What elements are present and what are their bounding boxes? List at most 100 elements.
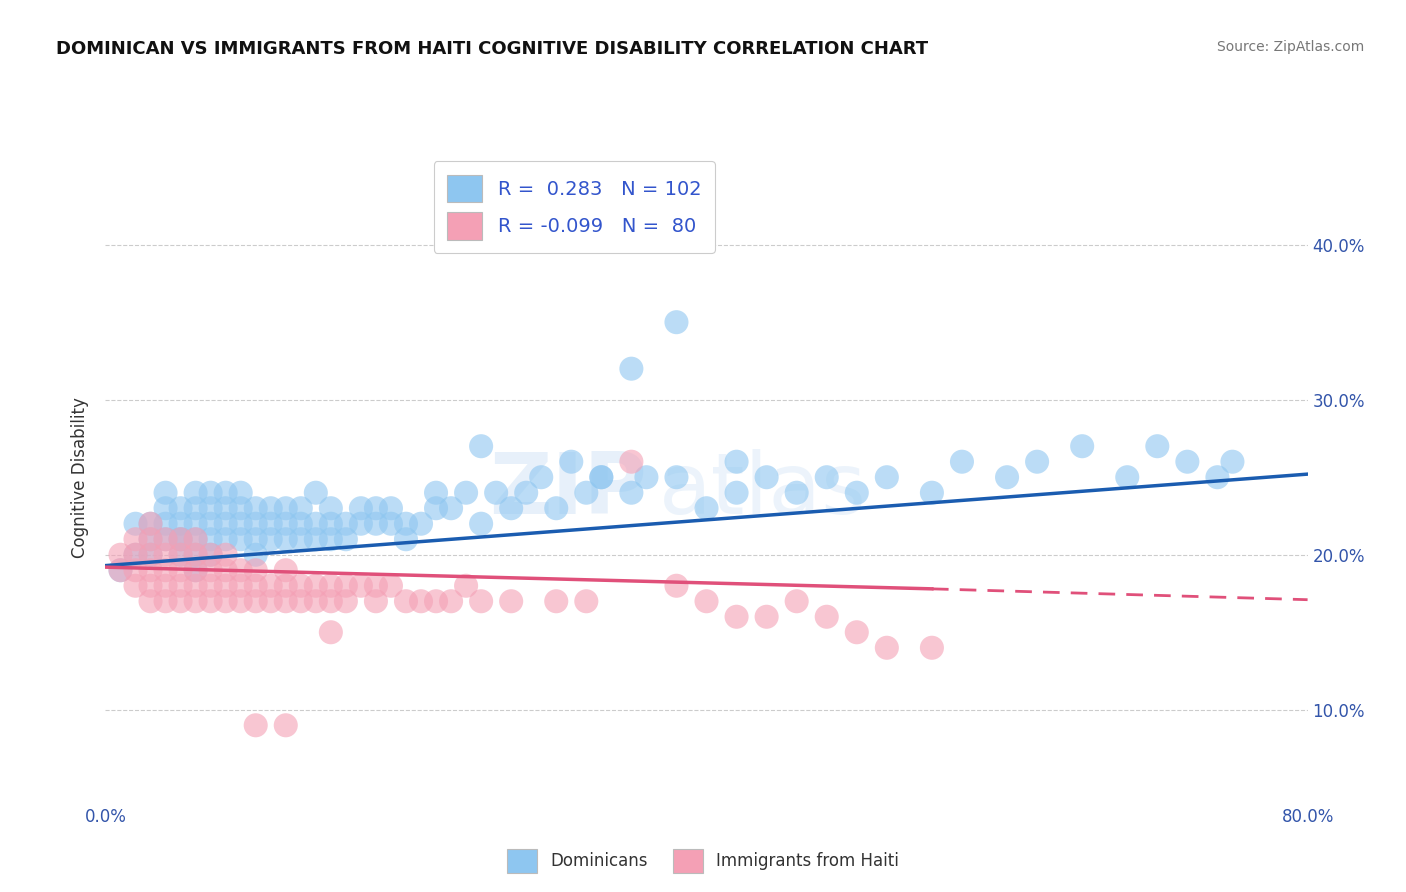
- Point: [274, 594, 297, 608]
- Point: [546, 594, 568, 608]
- Point: [169, 563, 191, 577]
- Point: [139, 548, 162, 562]
- Point: [229, 501, 252, 516]
- Point: [620, 361, 643, 376]
- Point: [921, 485, 943, 500]
- Point: [124, 516, 146, 531]
- Point: [155, 594, 177, 608]
- Point: [501, 501, 523, 516]
- Point: [155, 563, 177, 577]
- Point: [200, 501, 222, 516]
- Point: [395, 594, 418, 608]
- Point: [515, 485, 537, 500]
- Point: [876, 470, 898, 484]
- Point: [470, 439, 492, 453]
- Text: DOMINICAN VS IMMIGRANTS FROM HAITI COGNITIVE DISABILITY CORRELATION CHART: DOMINICAN VS IMMIGRANTS FROM HAITI COGNI…: [56, 40, 928, 58]
- Point: [290, 516, 312, 531]
- Point: [139, 533, 162, 547]
- Point: [245, 718, 267, 732]
- Point: [245, 579, 267, 593]
- Point: [169, 548, 191, 562]
- Point: [921, 640, 943, 655]
- Point: [425, 594, 447, 608]
- Point: [229, 563, 252, 577]
- Point: [290, 579, 312, 593]
- Point: [665, 315, 688, 329]
- Point: [305, 579, 328, 593]
- Legend: Dominicans, Immigrants from Haiti: Dominicans, Immigrants from Haiti: [501, 842, 905, 880]
- Point: [335, 533, 357, 547]
- Point: [169, 579, 191, 593]
- Point: [725, 485, 748, 500]
- Point: [139, 548, 162, 562]
- Point: [995, 470, 1018, 484]
- Point: [319, 579, 342, 593]
- Point: [139, 579, 162, 593]
- Point: [440, 594, 463, 608]
- Point: [290, 533, 312, 547]
- Point: [229, 485, 252, 500]
- Point: [305, 485, 328, 500]
- Point: [409, 516, 432, 531]
- Point: [1175, 455, 1198, 469]
- Point: [575, 485, 598, 500]
- Text: Source: ZipAtlas.com: Source: ZipAtlas.com: [1216, 40, 1364, 54]
- Point: [229, 594, 252, 608]
- Point: [620, 455, 643, 469]
- Point: [274, 516, 297, 531]
- Point: [245, 516, 267, 531]
- Point: [124, 548, 146, 562]
- Point: [260, 594, 283, 608]
- Point: [169, 533, 191, 547]
- Point: [591, 470, 613, 484]
- Point: [110, 563, 132, 577]
- Point: [620, 485, 643, 500]
- Point: [200, 516, 222, 531]
- Point: [319, 516, 342, 531]
- Point: [110, 563, 132, 577]
- Point: [184, 594, 207, 608]
- Point: [184, 548, 207, 562]
- Point: [155, 533, 177, 547]
- Point: [755, 470, 778, 484]
- Point: [214, 516, 236, 531]
- Point: [305, 516, 328, 531]
- Point: [454, 485, 477, 500]
- Point: [245, 548, 267, 562]
- Legend: R =  0.283   N = 102, R = -0.099   N =  80: R = 0.283 N = 102, R = -0.099 N = 80: [433, 161, 716, 253]
- Point: [155, 501, 177, 516]
- Point: [546, 501, 568, 516]
- Point: [1116, 470, 1139, 484]
- Point: [245, 501, 267, 516]
- Point: [425, 501, 447, 516]
- Point: [485, 485, 508, 500]
- Point: [124, 533, 146, 547]
- Point: [364, 516, 387, 531]
- Point: [139, 594, 162, 608]
- Point: [214, 579, 236, 593]
- Point: [260, 579, 283, 593]
- Point: [124, 548, 146, 562]
- Point: [319, 533, 342, 547]
- Point: [229, 579, 252, 593]
- Point: [200, 563, 222, 577]
- Point: [155, 485, 177, 500]
- Point: [350, 579, 373, 593]
- Point: [501, 594, 523, 608]
- Text: ZIP: ZIP: [489, 449, 647, 532]
- Point: [124, 563, 146, 577]
- Point: [335, 579, 357, 593]
- Point: [665, 470, 688, 484]
- Point: [184, 548, 207, 562]
- Point: [454, 579, 477, 593]
- Point: [305, 533, 328, 547]
- Point: [155, 579, 177, 593]
- Point: [950, 455, 973, 469]
- Point: [200, 533, 222, 547]
- Point: [364, 501, 387, 516]
- Point: [214, 501, 236, 516]
- Point: [845, 485, 868, 500]
- Point: [229, 533, 252, 547]
- Point: [184, 501, 207, 516]
- Point: [290, 501, 312, 516]
